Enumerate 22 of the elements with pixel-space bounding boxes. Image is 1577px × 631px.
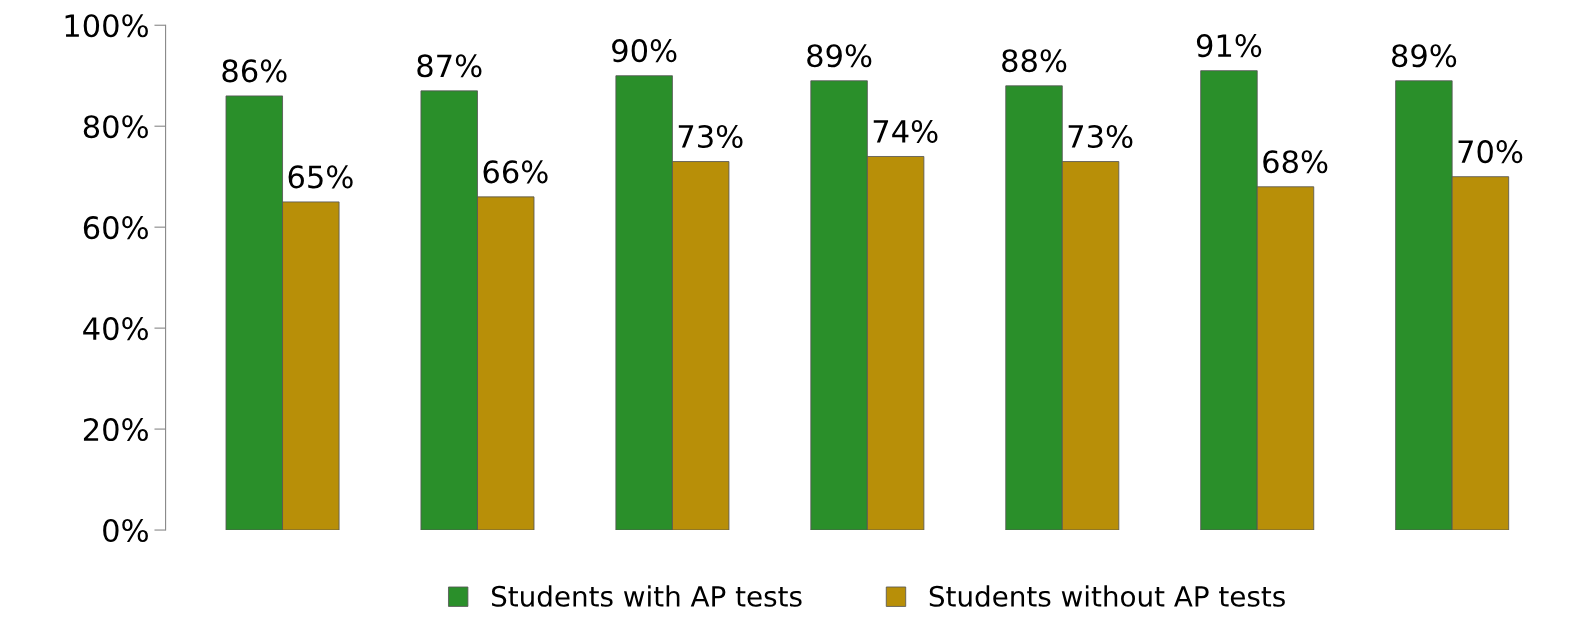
data-label: 74% — [873, 119, 938, 143]
data-label: 89% — [1392, 44, 1457, 68]
y-tick-label: 0% — [103, 518, 148, 543]
data-label: 68% — [1263, 150, 1328, 174]
data-label: 90% — [612, 39, 677, 63]
legend-label: Students without AP tests — [929, 585, 1285, 607]
data-label: 86% — [222, 59, 287, 83]
y-tick-label: 40% — [83, 317, 148, 341]
data-label: 91% — [1196, 34, 1262, 58]
y-tick-label: 20% — [83, 418, 148, 442]
data-label: 70% — [1458, 140, 1523, 164]
data-label: 87% — [417, 54, 482, 78]
data-label: 65% — [288, 165, 353, 189]
data-label: 73% — [1068, 124, 1133, 149]
y-tick-label: 80% — [83, 115, 148, 139]
legend-label: Students with AP tests — [491, 585, 802, 607]
data-label: 66% — [483, 160, 548, 184]
data-label: 89% — [807, 44, 872, 68]
data-label: 88% — [1002, 49, 1067, 73]
y-tick-label: 100% — [65, 14, 148, 38]
y-tick-label: 60% — [83, 216, 148, 240]
data-label: 73% — [678, 124, 743, 149]
